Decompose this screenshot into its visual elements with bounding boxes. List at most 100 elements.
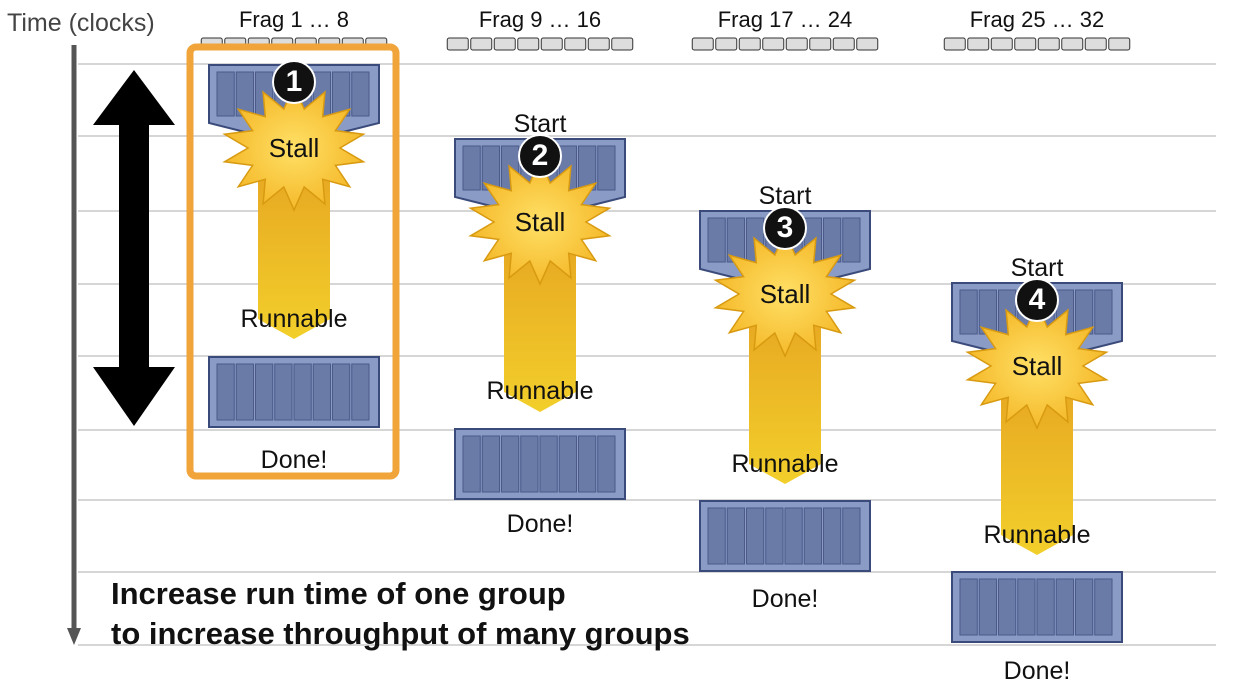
fragment-cell — [978, 578, 997, 636]
warp-block — [699, 500, 871, 572]
fragment-group-4 — [943, 37, 1131, 643]
fragment-cell — [216, 363, 235, 421]
message-line-1: Increase run time of one group — [111, 576, 566, 611]
fragment-slot — [446, 37, 469, 51]
runnable-arrow — [749, 294, 821, 484]
stall-label: Stall — [514, 207, 566, 237]
done-label: Done! — [260, 446, 328, 474]
fragment-slot — [611, 37, 634, 51]
group-number-label: 3 — [776, 211, 794, 244]
warp-block — [951, 571, 1123, 643]
runnable-arrow — [1001, 366, 1073, 555]
fragment-cell — [462, 435, 481, 493]
duration-double-arrow — [93, 70, 175, 426]
fragment-cell — [765, 507, 784, 565]
fragment-cell — [235, 363, 254, 421]
stall-label: Stall — [268, 133, 320, 163]
fragment-slot — [470, 37, 493, 51]
fragment-cell — [255, 363, 274, 421]
fragment-cell — [539, 435, 558, 493]
start-label: Start — [513, 110, 567, 138]
fragment-cell — [959, 578, 978, 636]
fragment-slot — [715, 37, 738, 51]
fragment-cell — [1055, 578, 1074, 636]
warp-block — [454, 428, 626, 500]
fragment-slot — [809, 37, 832, 51]
fragment-cell — [842, 507, 861, 565]
fragment-slot — [1014, 37, 1037, 51]
fragment-group-3 — [691, 37, 879, 572]
fragment-group-1 — [186, 37, 400, 480]
group-title: Frag 17 … 24 — [717, 7, 853, 32]
fragment-cell — [803, 507, 822, 565]
start-label: Start — [758, 182, 812, 210]
fragment-cell — [293, 363, 312, 421]
fragment-slot — [493, 37, 516, 51]
fragment-cell — [597, 145, 616, 191]
fragment-slot — [856, 37, 879, 51]
warp-block — [208, 356, 380, 428]
runnable-arrow — [504, 222, 576, 412]
group-number-badge — [1015, 278, 1059, 322]
fragment-slot — [1037, 37, 1060, 51]
fragment-cell — [274, 363, 293, 421]
fragment-cell — [1094, 289, 1113, 335]
fragment-cell — [1094, 578, 1113, 636]
fragment-cell — [578, 435, 597, 493]
group-number-label: 4 — [1028, 283, 1046, 316]
stall-burst — [222, 84, 366, 212]
group-title: Frag 25 … 32 — [969, 7, 1105, 32]
fragment-slot — [1108, 37, 1131, 51]
fragment-cell — [842, 217, 861, 263]
runnable-label: Runnable — [240, 305, 348, 333]
fragment-cell — [707, 217, 726, 263]
stall-label: Stall — [759, 279, 811, 309]
time-axis-arrowhead — [67, 628, 81, 645]
fragment-cell — [501, 435, 520, 493]
fragment-cell — [959, 289, 978, 335]
fragment-slot — [762, 37, 785, 51]
fragment-cell — [823, 507, 842, 565]
runnable-label: Runnable — [731, 450, 839, 478]
fragment-cell — [1075, 578, 1094, 636]
fragment-slot — [738, 37, 761, 51]
fragment-slot — [540, 37, 563, 51]
time-axis — [67, 45, 81, 645]
fragment-slot — [564, 37, 587, 51]
group-number-badge — [763, 206, 807, 250]
fragment-slot — [967, 37, 990, 51]
fragment-cell — [707, 507, 726, 565]
fragment-cell — [332, 363, 351, 421]
fragment-cell — [462, 145, 481, 191]
fragment-cell — [746, 507, 765, 565]
done-label: Done! — [506, 510, 574, 538]
fragment-groups — [186, 37, 1131, 643]
fragment-slot — [943, 37, 966, 51]
fragment-cell — [520, 435, 539, 493]
group-number-label: 1 — [285, 65, 303, 98]
done-label: Done! — [1003, 657, 1071, 685]
group-number-badge — [272, 60, 316, 104]
start-label: Start — [1010, 254, 1064, 282]
message-line-2: to increase throughput of many groups — [111, 616, 690, 651]
group-number-label: 2 — [531, 139, 549, 172]
fragment-slot — [990, 37, 1013, 51]
runnable-label: Runnable — [983, 521, 1091, 549]
fragment-cell — [558, 435, 577, 493]
group-title: Frag 9 … 16 — [478, 7, 602, 32]
group-title: Frag 1 … 8 — [238, 7, 350, 32]
group-number-badge — [518, 134, 562, 178]
fragment-slot — [1084, 37, 1107, 51]
fragment-slot — [691, 37, 714, 51]
fragment-slot — [785, 37, 808, 51]
highlight-frame — [186, 43, 400, 480]
runnable-label: Runnable — [486, 377, 594, 405]
double-arrow-shape — [93, 70, 175, 426]
fragment-cell — [351, 71, 370, 117]
stall-burst — [965, 302, 1109, 430]
fragment-slot — [587, 37, 610, 51]
fragment-cell — [351, 363, 370, 421]
fragment-group-2 — [446, 37, 634, 500]
